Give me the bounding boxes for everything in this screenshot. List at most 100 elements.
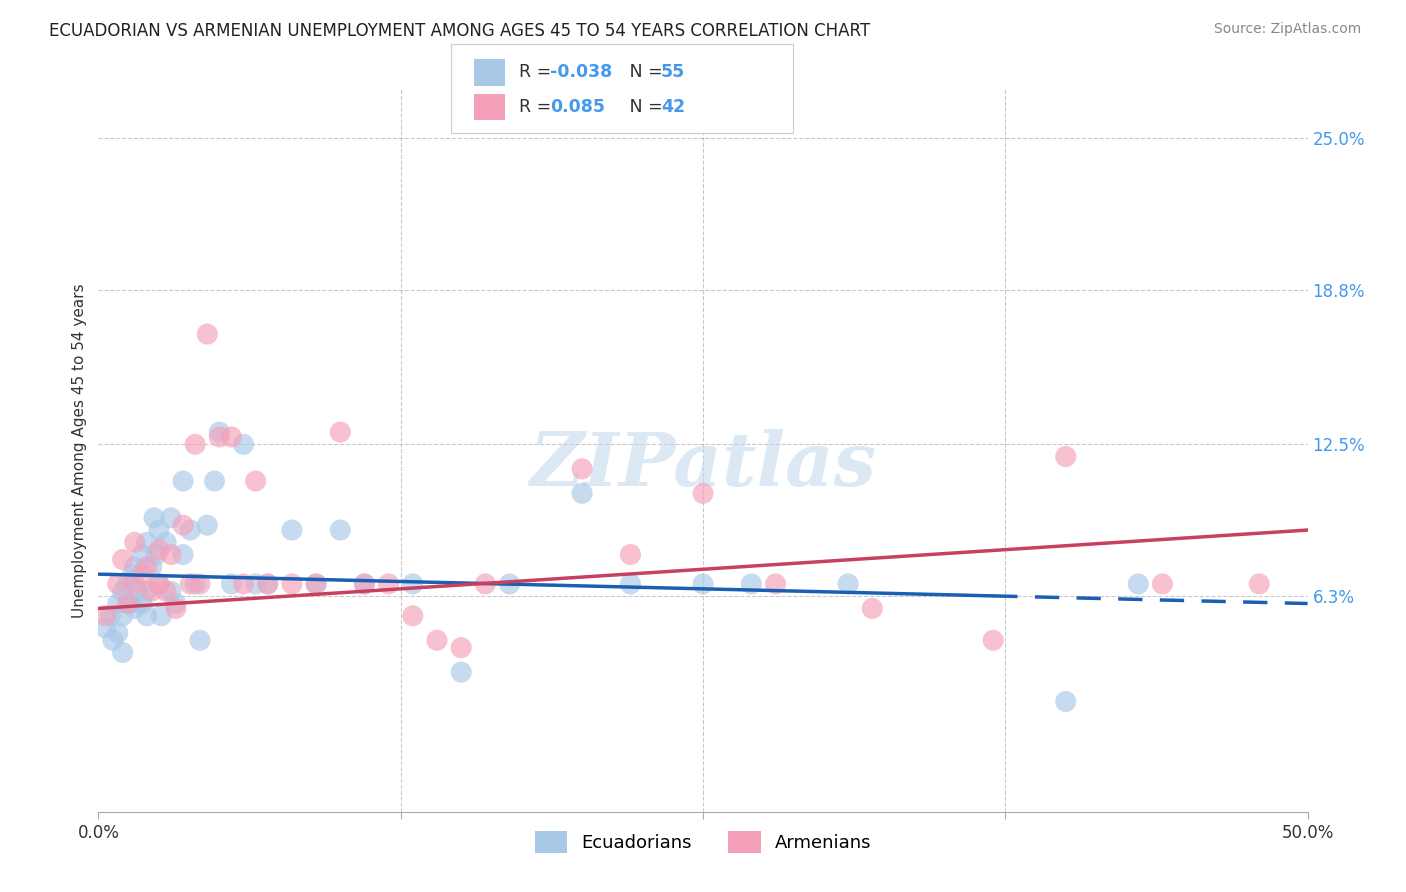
Text: 0.085: 0.085	[550, 98, 605, 116]
Point	[188, 633, 211, 648]
Point	[305, 577, 328, 591]
Point	[232, 577, 254, 591]
Point	[765, 577, 787, 591]
Point	[195, 518, 218, 533]
Point	[619, 548, 641, 562]
Point	[498, 577, 520, 591]
Point	[281, 523, 304, 537]
Point	[141, 559, 163, 574]
Point	[402, 577, 425, 591]
Text: ECUADORIAN VS ARMENIAN UNEMPLOYMENT AMONG AGES 45 TO 54 YEARS CORRELATION CHART: ECUADORIAN VS ARMENIAN UNEMPLOYMENT AMON…	[49, 22, 870, 40]
Point	[131, 597, 153, 611]
Point	[111, 608, 134, 623]
Point	[160, 584, 183, 599]
Text: 42: 42	[661, 98, 685, 116]
Text: 55: 55	[661, 63, 685, 81]
Point	[107, 626, 129, 640]
Text: ZIPatlas: ZIPatlas	[530, 429, 876, 501]
Point	[124, 577, 146, 591]
Point	[117, 597, 139, 611]
Text: R =: R =	[519, 98, 562, 116]
Point	[127, 584, 149, 599]
Point	[107, 577, 129, 591]
Point	[450, 665, 472, 679]
Text: R =: R =	[519, 63, 557, 81]
Point	[245, 474, 267, 488]
Legend: Ecuadorians, Armenians: Ecuadorians, Armenians	[527, 824, 879, 861]
Point	[94, 621, 117, 635]
Point	[619, 577, 641, 591]
Point	[1152, 577, 1174, 591]
Point	[141, 584, 163, 599]
Point	[107, 597, 129, 611]
Point	[124, 559, 146, 574]
Point	[155, 535, 177, 549]
Point	[143, 511, 166, 525]
Point	[145, 548, 167, 562]
Point	[1054, 450, 1077, 464]
Point	[256, 577, 278, 591]
Point	[188, 577, 211, 591]
Point	[101, 633, 124, 648]
Point	[208, 425, 231, 439]
Point	[148, 523, 170, 537]
Point	[179, 523, 201, 537]
Point	[353, 577, 375, 591]
Point	[329, 523, 352, 537]
Point	[692, 486, 714, 500]
Point	[571, 462, 593, 476]
Point	[165, 597, 187, 611]
Point	[353, 577, 375, 591]
Point	[118, 597, 141, 611]
Point	[135, 584, 157, 599]
Point	[165, 601, 187, 615]
Point	[1249, 577, 1271, 591]
Point	[172, 474, 194, 488]
Point	[1128, 577, 1150, 591]
Text: N =: N =	[613, 63, 668, 81]
Point	[208, 430, 231, 444]
Point	[232, 437, 254, 451]
Point	[160, 511, 183, 525]
Point	[100, 608, 122, 623]
Point	[111, 646, 134, 660]
Point	[692, 577, 714, 591]
Point	[740, 577, 762, 591]
Point	[172, 548, 194, 562]
Point	[426, 633, 449, 648]
Point	[377, 577, 399, 591]
Point	[131, 548, 153, 562]
Point	[124, 601, 146, 615]
Y-axis label: Unemployment Among Ages 45 to 54 years: Unemployment Among Ages 45 to 54 years	[72, 283, 87, 618]
Point	[155, 584, 177, 599]
Point	[160, 548, 183, 562]
Point	[148, 542, 170, 557]
Point	[121, 567, 143, 582]
Point	[281, 577, 304, 591]
Point	[111, 584, 134, 599]
Point	[148, 577, 170, 591]
Point	[111, 552, 134, 566]
Point	[172, 518, 194, 533]
Point	[184, 577, 207, 591]
Point	[135, 608, 157, 623]
Point	[305, 577, 328, 591]
Text: Source: ZipAtlas.com: Source: ZipAtlas.com	[1213, 22, 1361, 37]
Point	[402, 608, 425, 623]
Point	[981, 633, 1004, 648]
Point	[221, 577, 243, 591]
Point	[117, 577, 139, 591]
Point	[860, 601, 883, 615]
Text: -0.038: -0.038	[550, 63, 612, 81]
Point	[571, 486, 593, 500]
Point	[179, 577, 201, 591]
Point	[195, 327, 218, 342]
Point	[1054, 694, 1077, 708]
Point	[221, 430, 243, 444]
Point	[204, 474, 226, 488]
Point	[94, 608, 117, 623]
Point	[135, 559, 157, 574]
Point	[256, 577, 278, 591]
Point	[184, 437, 207, 451]
Point	[450, 640, 472, 655]
